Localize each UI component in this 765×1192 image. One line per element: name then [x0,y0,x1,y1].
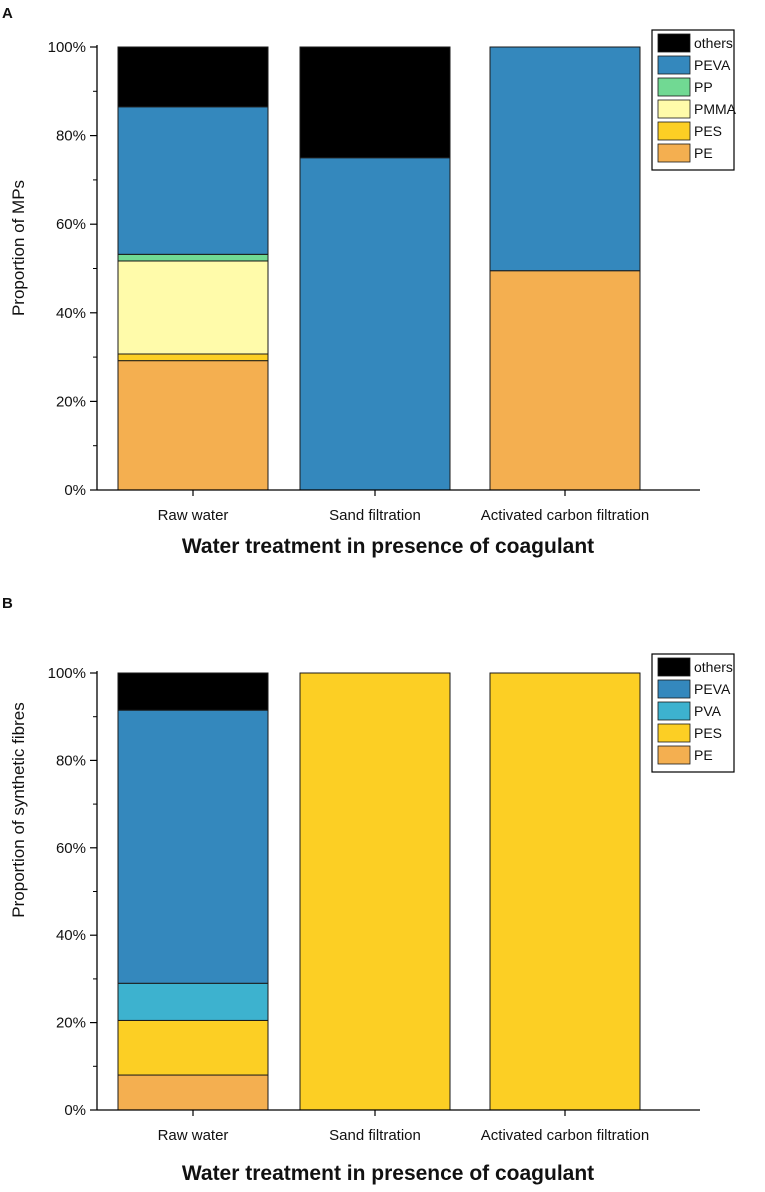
y-tick-label: 0% [64,482,86,499]
legend-label-pes: PES [694,725,722,741]
bar-segment-pmma [117,260,269,355]
y-tick-label: 20% [56,1015,86,1032]
panel-a-legend: others PEVA PP PMMA PES PE [651,29,737,171]
legend-swatch-peva [657,679,691,699]
legend-label-pe: PE [694,747,713,763]
x-tick-label: Sand filtration [329,507,421,524]
legend-swatch-others [657,33,691,53]
legend-label-pp: PP [694,79,713,95]
bar-segment-peva [117,106,269,255]
legend-swatch-pe [657,745,691,765]
panel-b-y-axis-title: Proportion of synthetic fibres [9,702,28,917]
y-tick-label: 80% [56,128,86,145]
panel-a-y-axis: 0% 20% 40% 60% 80% 100% [48,39,97,499]
y-tick-label: 0% [64,1102,86,1119]
y-tick-label: 40% [56,927,86,944]
panel-a-bars [117,46,641,491]
legend-swatch-pva [657,701,691,721]
legend-label-peva: PEVA [694,681,731,697]
legend-swatch-pes [657,121,691,141]
bar-segment-others [117,46,269,108]
y-tick-label: 20% [56,393,86,410]
bar-segment-pe [117,360,269,491]
bar-segment-pp [117,253,269,262]
y-tick-label: 100% [48,39,86,56]
legend-label-pe: PE [694,145,713,161]
bar-segment-pes [299,672,451,1111]
panel-b-y-axis: 0% 20% 40% 60% 80% 100% [48,665,97,1119]
bar-segment-pe [117,1074,269,1111]
x-tick-label: Raw water [158,1127,229,1144]
y-tick-label: 40% [56,305,86,322]
legend-label-pva: PVA [694,703,722,719]
x-tick-label: Activated carbon filtration [481,1127,649,1144]
bar-segment-peva [489,46,641,272]
legend-swatch-others [657,657,691,677]
x-tick-label: Sand filtration [329,1127,421,1144]
x-tick-label: Raw water [158,507,229,524]
bar-segment-pes [117,353,269,362]
bar-segment-others [299,46,451,159]
x-tick-label: Activated carbon filtration [481,507,649,524]
panel-a-chart: A 0% 20% 40% 60% 80% 100% Raw water Sand filtr… [2,5,737,558]
panel-b-chart: B 0% 20% 40% 60% 80% 100% Raw water Sand filtr… [2,595,735,1185]
bar-segment-peva [117,709,269,984]
y-tick-label: 60% [56,216,86,233]
legend-label-pes: PES [694,123,722,139]
y-tick-label: 100% [48,665,86,682]
y-tick-label: 60% [56,840,86,857]
panel-a-y-axis-title: Proportion of MPs [9,180,28,316]
legend-label-others: others [694,35,733,51]
panel-a-x-axis-title: Water treatment in presence of coagulant [182,535,594,558]
legend-swatch-peva [657,55,691,75]
legend-swatch-pp [657,77,691,97]
panel-b-letter: B [2,595,13,612]
bar-segment-pes [117,1019,269,1076]
legend-label-peva: PEVA [694,57,731,73]
bar-segment-pes [489,672,641,1111]
bar-segment-pva [117,982,269,1021]
legend-label-others: others [694,659,733,675]
bar-segment-others [117,672,269,711]
legend-swatch-pes [657,723,691,743]
panel-b-legend: others PEVA PVA PES PE [651,653,735,773]
bar-segment-pe [489,270,641,491]
panel-a-axes: Raw water Sand filtration Activated carbon… [96,45,700,524]
bar-segment-peva [299,157,451,491]
legend-swatch-pmma [657,99,691,119]
panel-b-bars [117,672,641,1111]
panel-a-letter: A [2,5,13,22]
y-tick-label: 80% [56,752,86,769]
legend-swatch-pe [657,143,691,163]
panel-b-x-axis-title: Water treatment in presence of coagulant [182,1162,594,1185]
panel-b-axes: Raw water Sand filtration Activated carbon… [96,671,700,1144]
legend-label-pmma: PMMA [694,101,737,117]
